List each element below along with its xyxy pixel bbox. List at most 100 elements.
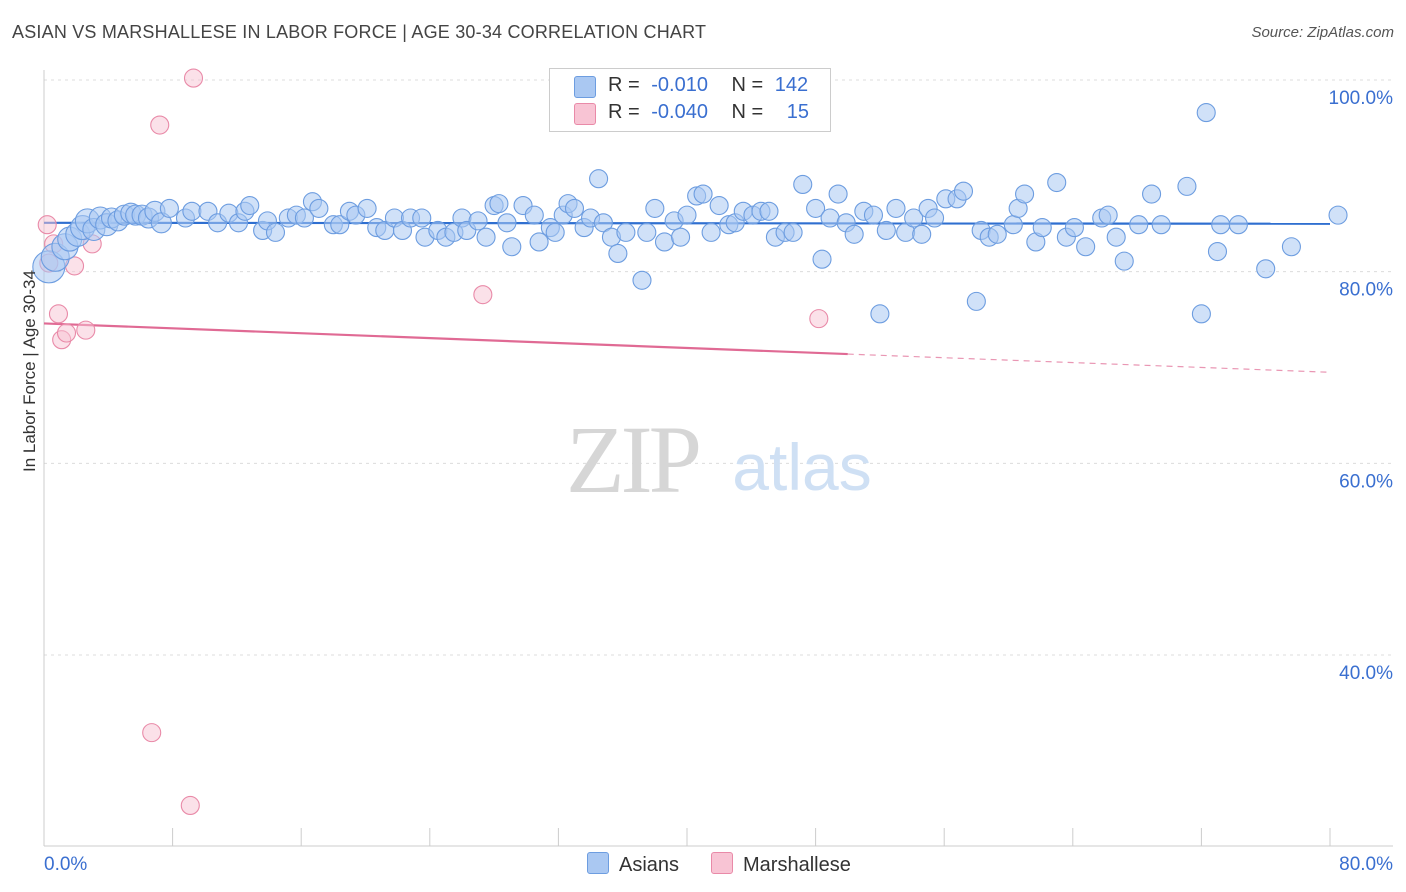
bottom-asian-label: Asians <box>619 854 680 876</box>
asian-point <box>468 211 488 231</box>
asian-point <box>294 208 314 228</box>
asian-point <box>1151 215 1171 235</box>
asian-point <box>330 215 350 235</box>
asian-point <box>953 181 974 201</box>
y-tick-label: 100.0% <box>1329 88 1394 109</box>
asian-n-value: 142 <box>774 74 809 96</box>
asian-point <box>545 222 565 242</box>
marshallese-n-label: N = <box>731 101 764 123</box>
asian-point <box>637 222 657 242</box>
asian-point <box>806 198 826 218</box>
axes <box>43 70 1393 847</box>
asian-point <box>1064 218 1084 238</box>
asian-point <box>645 198 665 218</box>
asian-point <box>904 208 924 228</box>
marshallese-point <box>142 723 162 743</box>
asian-point <box>876 220 896 241</box>
bottom-asian-swatch <box>587 852 609 874</box>
marshallese-n-value: 15 <box>786 101 810 123</box>
asian-point <box>701 222 721 242</box>
chart-source: Source: ZipAtlas.com <box>1251 24 1394 41</box>
asian-points <box>32 103 1348 324</box>
asian-point <box>1106 227 1126 247</box>
marshallese-point <box>37 215 57 235</box>
x-tick-label: 0.0% <box>44 854 87 875</box>
asian-point <box>693 184 713 204</box>
asian-point <box>1177 176 1197 196</box>
asian-point <box>1098 205 1118 225</box>
marshallese-trend-extension <box>847 353 1331 373</box>
marshallese-point <box>76 320 96 340</box>
asian-point <box>1256 259 1276 279</box>
asian-point <box>759 201 779 221</box>
asian-point <box>616 222 636 242</box>
asian-point <box>529 232 549 252</box>
watermark-zip: ZIP <box>566 406 699 513</box>
asian-point <box>1047 172 1067 193</box>
asian-point <box>654 232 675 252</box>
asian-point <box>828 184 848 204</box>
asian-point <box>593 213 613 233</box>
asian-r-value: -0.010 <box>651 74 708 96</box>
asian-point <box>1281 237 1301 257</box>
asian-point <box>489 194 509 214</box>
asian-point <box>1015 184 1035 204</box>
asian-point <box>497 213 517 233</box>
y-tick-label: 40.0% <box>1339 663 1393 684</box>
asian-point <box>709 195 729 216</box>
asian-point <box>1191 304 1211 324</box>
marshallese-swatch <box>574 103 596 125</box>
bottom-legend-marshallese: Marshallese <box>711 852 851 877</box>
marshallese-r-label: R = <box>608 101 640 123</box>
asian-point <box>632 270 652 290</box>
asian-point <box>357 198 377 218</box>
asian-point <box>1142 184 1162 204</box>
asian-point <box>1211 215 1231 235</box>
asian-point <box>1228 215 1248 235</box>
asian-point <box>1196 103 1216 123</box>
y-tick-label: 60.0% <box>1339 471 1393 492</box>
asian-point <box>1032 218 1052 238</box>
asian-point <box>1076 237 1096 257</box>
marshallese-trend-line <box>43 322 848 356</box>
asian-n-label: N = <box>731 74 764 96</box>
asian-point <box>240 195 260 216</box>
asian-point <box>608 243 628 264</box>
asian-swatch <box>574 76 596 98</box>
asian-point <box>820 208 840 228</box>
asian-point <box>524 205 544 225</box>
asian-point <box>502 237 522 257</box>
chart-title: ASIAN VS MARSHALLESE IN LABOR FORCE | AG… <box>12 22 707 42</box>
marshallese-point <box>180 795 200 816</box>
asian-point <box>863 205 884 225</box>
asian-point <box>912 224 932 244</box>
asian-point <box>182 201 202 221</box>
marshallese-point <box>183 68 204 88</box>
asian-point <box>412 208 432 228</box>
y-axis-label: In Labor Force | Age 30-34 <box>20 270 39 472</box>
marshallese-point <box>473 285 493 305</box>
asian-point <box>476 227 496 247</box>
asian-point <box>677 205 697 225</box>
trend-lines <box>43 221 1331 373</box>
asian-point <box>159 198 179 218</box>
asian-point <box>925 208 945 228</box>
asian-r-label: R = <box>608 74 640 96</box>
x-tick-label: 80.0% <box>1339 854 1393 875</box>
marshallese-point <box>809 309 829 329</box>
watermark: ZIP atlas <box>566 406 872 513</box>
asian-point <box>987 224 1007 244</box>
marshallese-points <box>37 68 829 816</box>
bottom-marshallese-label: Marshallese <box>743 854 851 876</box>
grid-lines <box>44 79 1395 656</box>
asian-point <box>1207 241 1228 262</box>
asian-point <box>671 227 691 247</box>
bottom-legend-asians: Asians <box>587 852 679 877</box>
asian-point <box>564 198 585 218</box>
asian-point <box>870 304 890 324</box>
marshallese-point <box>150 115 170 135</box>
watermark-atlas: atlas <box>732 430 871 504</box>
stats-legend: R = -0.010 N = 142 R = -0.040 N = 15 <box>549 68 831 132</box>
bottom-marshallese-swatch <box>711 852 733 874</box>
